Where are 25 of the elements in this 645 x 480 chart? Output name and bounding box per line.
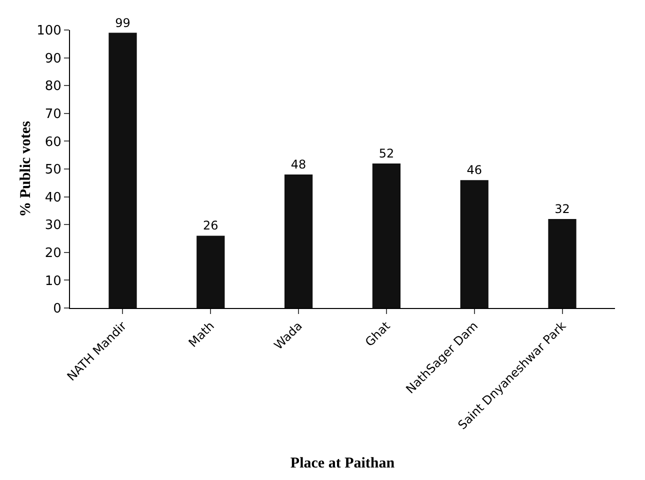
y-axis-title: % Public votes bbox=[18, 120, 34, 217]
y-tick-label: 50 bbox=[44, 162, 62, 178]
data-label: 46 bbox=[466, 163, 482, 178]
y-tick-label: 20 bbox=[44, 246, 62, 261]
y-tick-label: 100 bbox=[36, 24, 62, 39]
data-label: 99 bbox=[115, 16, 130, 30]
y-tick-label: 0 bbox=[53, 302, 62, 317]
data-label: 32 bbox=[554, 202, 570, 216]
bar bbox=[284, 174, 313, 308]
y-tick-label: 30 bbox=[44, 218, 62, 234]
bar bbox=[108, 32, 137, 308]
y-tick-label: 90 bbox=[44, 51, 62, 66]
y-tick-label: 80 bbox=[44, 79, 62, 94]
bar bbox=[548, 219, 576, 308]
y-tick-label: 60 bbox=[44, 134, 62, 150]
x-axis-title: Place at Paithan bbox=[290, 455, 396, 472]
data-label: 26 bbox=[203, 218, 218, 233]
bar bbox=[460, 180, 488, 308]
bar bbox=[372, 163, 401, 308]
bar bbox=[196, 236, 225, 308]
data-label: 48 bbox=[290, 158, 306, 172]
y-tick-label: 70 bbox=[44, 106, 62, 122]
y-tick-label: 40 bbox=[44, 190, 62, 206]
data-label: 52 bbox=[378, 146, 394, 160]
y-tick-label: 10 bbox=[44, 274, 62, 289]
